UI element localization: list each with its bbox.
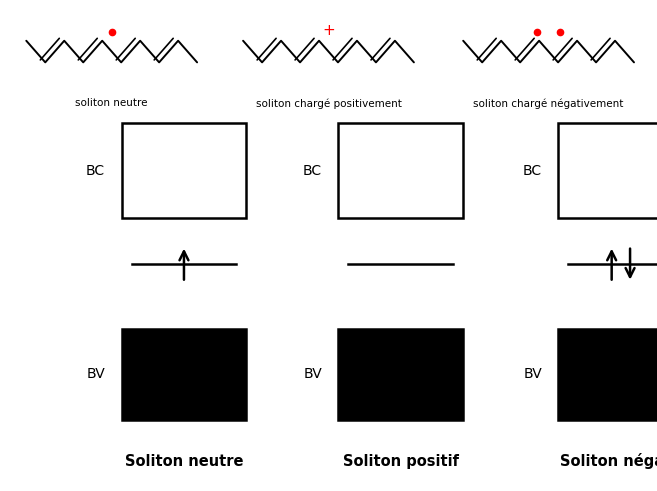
Text: soliton chargé positivement: soliton chargé positivement <box>256 98 401 109</box>
Text: BV: BV <box>303 367 322 382</box>
Bar <box>122 123 246 218</box>
Text: BV: BV <box>523 367 542 382</box>
Text: Soliton positif: Soliton positif <box>343 454 459 469</box>
Text: soliton neutre: soliton neutre <box>76 98 148 108</box>
Text: Soliton neutre: Soliton neutre <box>125 454 243 469</box>
Text: soliton chargé négativement: soliton chargé négativement <box>474 98 623 109</box>
Text: BC: BC <box>86 164 105 178</box>
Text: BC: BC <box>303 164 322 178</box>
Bar <box>338 123 463 218</box>
Text: +: + <box>322 24 335 38</box>
Text: BV: BV <box>86 367 105 382</box>
Bar <box>558 123 657 218</box>
Text: Soliton négatif: Soliton négatif <box>560 453 657 469</box>
Bar <box>338 329 463 420</box>
Bar <box>122 329 246 420</box>
Text: BC: BC <box>523 164 542 178</box>
Bar <box>558 329 657 420</box>
